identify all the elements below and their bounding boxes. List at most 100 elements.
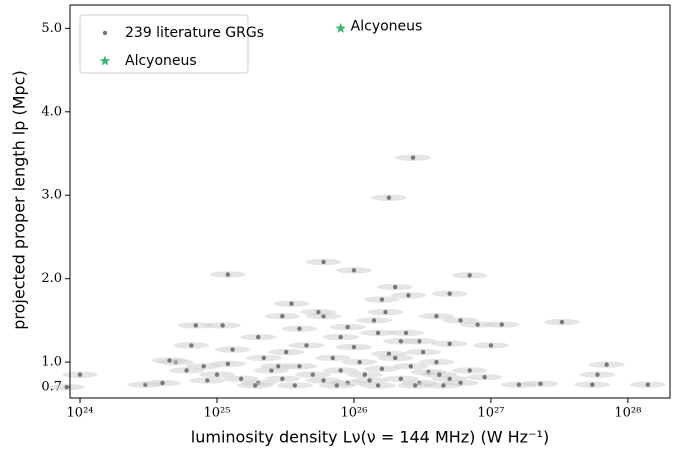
point bbox=[467, 368, 472, 373]
point bbox=[417, 339, 422, 344]
point bbox=[375, 383, 381, 388]
point bbox=[392, 284, 398, 290]
point bbox=[292, 383, 298, 388]
point bbox=[269, 368, 274, 373]
point bbox=[351, 344, 357, 350]
point bbox=[408, 364, 413, 369]
point bbox=[338, 368, 343, 373]
annotation: Alcyoneus bbox=[351, 18, 423, 34]
point bbox=[434, 314, 439, 319]
point bbox=[77, 372, 83, 377]
x-tick-label: 10²⁷ bbox=[477, 406, 504, 421]
point bbox=[441, 383, 446, 388]
point bbox=[467, 273, 472, 278]
point bbox=[590, 382, 595, 387]
x-tick-label: 10²⁵ bbox=[204, 406, 231, 421]
point bbox=[167, 358, 172, 363]
point bbox=[321, 378, 326, 383]
y-axis-label: projected proper length lp (Mpc) bbox=[10, 70, 29, 329]
point bbox=[559, 319, 565, 325]
legend-label: Alcyoneus bbox=[125, 53, 197, 69]
point bbox=[64, 384, 69, 390]
point bbox=[276, 364, 281, 369]
point bbox=[230, 347, 235, 352]
point bbox=[383, 309, 388, 315]
point bbox=[184, 368, 189, 373]
point bbox=[403, 330, 409, 336]
point bbox=[434, 359, 439, 365]
point bbox=[386, 195, 392, 200]
point bbox=[645, 382, 651, 387]
point bbox=[447, 291, 452, 296]
point bbox=[604, 362, 609, 367]
x-tick-label: 10²⁴ bbox=[67, 406, 94, 421]
point bbox=[386, 351, 392, 356]
point bbox=[447, 341, 452, 346]
point bbox=[160, 380, 165, 386]
point bbox=[289, 301, 294, 306]
point bbox=[335, 22, 346, 33]
point bbox=[406, 293, 411, 298]
point bbox=[261, 355, 267, 361]
point bbox=[447, 376, 452, 382]
point bbox=[189, 343, 194, 348]
point bbox=[280, 376, 285, 382]
point bbox=[280, 314, 285, 319]
y-tick-label: 3.0 bbox=[41, 188, 62, 203]
point bbox=[357, 359, 362, 365]
point bbox=[499, 322, 504, 327]
point bbox=[310, 372, 315, 377]
plot-frame bbox=[69, 4, 671, 399]
point bbox=[238, 376, 244, 382]
point bbox=[482, 374, 487, 380]
point bbox=[379, 366, 385, 371]
point bbox=[412, 383, 418, 388]
point bbox=[330, 355, 335, 361]
point bbox=[437, 372, 442, 377]
x-axis-label: luminosity density Lν(ν = 144 MHz) (W Hz… bbox=[191, 428, 549, 447]
point bbox=[488, 343, 494, 348]
point bbox=[220, 323, 225, 328]
point bbox=[252, 383, 258, 388]
point bbox=[283, 349, 289, 355]
point bbox=[362, 372, 367, 377]
point bbox=[214, 372, 220, 377]
point bbox=[351, 268, 357, 273]
point bbox=[367, 378, 372, 383]
point bbox=[458, 318, 463, 323]
point bbox=[321, 259, 326, 265]
point bbox=[225, 272, 231, 277]
point bbox=[375, 330, 381, 336]
point bbox=[392, 355, 398, 361]
y-tick-label: 2.0 bbox=[41, 271, 62, 286]
legend-box bbox=[79, 14, 249, 74]
point bbox=[316, 309, 321, 315]
point bbox=[334, 383, 340, 388]
point bbox=[398, 339, 404, 344]
point bbox=[193, 323, 198, 328]
point bbox=[420, 349, 426, 355]
point bbox=[225, 361, 231, 366]
point bbox=[538, 381, 543, 387]
y-tick-label: 1.0 bbox=[41, 355, 62, 370]
point bbox=[516, 382, 522, 387]
point bbox=[201, 364, 206, 369]
point bbox=[297, 364, 302, 369]
point bbox=[595, 372, 600, 377]
point bbox=[205, 378, 210, 383]
point bbox=[304, 343, 309, 348]
point bbox=[338, 334, 343, 340]
legend-marker bbox=[99, 55, 111, 66]
point bbox=[379, 297, 385, 302]
legend-label: 239 literature GRGs bbox=[125, 25, 264, 41]
x-tick-label: 10²⁶ bbox=[340, 406, 367, 421]
point bbox=[371, 318, 377, 323]
point bbox=[297, 326, 302, 331]
y-tick-label: 5.0 bbox=[41, 21, 62, 36]
point bbox=[345, 324, 350, 330]
point bbox=[256, 334, 261, 340]
y-tick-label: 4.0 bbox=[41, 104, 62, 119]
legend-marker bbox=[102, 30, 108, 36]
x-tick-label: 10²⁸ bbox=[614, 406, 641, 421]
